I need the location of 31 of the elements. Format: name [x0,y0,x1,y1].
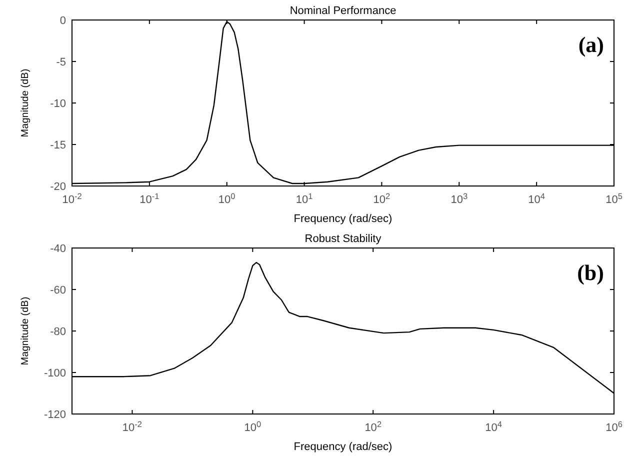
x-tick-label: 10$^{1}$ [296,192,314,206]
x-axis-title: Frequency (rad/sec) [294,213,392,225]
y-tick-label: -10 [50,98,66,110]
x-tick-label: 10$^{-1}$ [140,192,160,206]
x-tick-label: 10$^{-2}$ [122,420,142,434]
x-tick-label: 10$^{2}$ [373,192,391,206]
x-tick-label: 10$^{5}$ [606,192,623,206]
x-tick-label: 10$^{-2}$ [62,192,82,206]
y-tick-label: -15 [50,139,66,152]
x-tick-label: 10$^{0}$ [244,420,262,434]
y-tick-label: 0 [60,14,66,27]
chart-title: Nominal Performance [290,5,396,17]
y-tick-label: -100 [44,367,66,380]
x-tick-label: 10$^{4}$ [485,420,502,434]
y-tick-label: -60 [50,284,66,296]
annotation: (a) [578,32,604,57]
x-axis-title: Frequency (rad/sec) [294,441,392,453]
y-axis-title: Magnitude (dB) [20,296,31,366]
y-axis-title: Magnitude (dB) [20,68,31,138]
chart-title: Robust Stability [304,233,382,245]
x-tick-label: 10$^{0}$ [218,192,236,206]
y-tick-label: -20 [50,180,66,193]
x-tick-label: 10$^{6}$ [606,420,623,434]
x-tick-label: 10$^{3}$ [450,192,468,206]
y-tick-label: -40 [50,242,66,255]
annotation: (b) [577,260,604,285]
x-tick-label: 10$^{2}$ [364,420,382,434]
y-tick-label: -120 [44,408,66,421]
x-tick-label: 10$^{4}$ [528,192,546,206]
y-tick-label: -80 [50,326,66,338]
y-tick-label: -5 [56,56,66,68]
